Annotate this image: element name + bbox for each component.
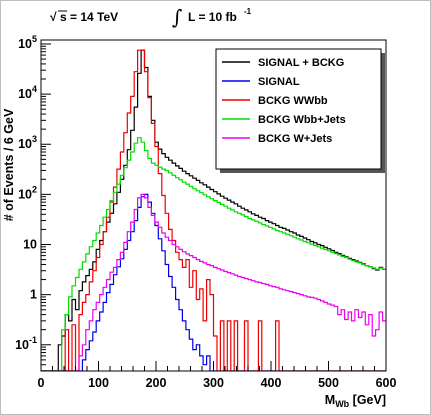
series-line-bckg-wbb-jets [41,137,386,371]
y-tick-label: 10-1 [15,335,37,352]
series-line-signal-bckg [41,49,386,371]
x-axis-title-main: M [325,393,335,407]
x-tick-label: 300 [203,376,224,390]
legend-box [215,48,382,170]
x-tick-label: 600 [376,376,397,390]
legend-label-signal-bckg: SIGNAL + BCKG [258,57,344,69]
y-tick-label: 103 [18,134,37,151]
x-tick-label: 200 [146,376,167,390]
lumi-exponent: -1 [244,7,252,16]
sqrt-symbol: √ [50,10,57,24]
integral-symbol: ∫ [172,5,182,29]
x-tick-label: 400 [261,376,282,390]
legend-label-bckg-w-jets: BCKG W+Jets [258,133,332,145]
x-axis: 0 100 200 300 400 500 600 [38,361,397,390]
x-axis-title-sub: Wb [335,399,349,409]
legend-label-signal: SIGNAL [258,76,300,88]
series-layer [41,49,386,371]
y-tick-label: 10 [23,238,37,252]
y-axis: 10-1 1 10 102 103 104 105 [15,34,51,372]
chart-header: √ s = 14 TeV ∫ L = 10 fb -1 [50,5,252,29]
series-line-bckg-w-jets [41,193,386,371]
x-tick-label: 0 [38,376,45,390]
series-line-bckg-wwbb [41,49,386,371]
y-axis-title: # of Events / 6 GeV [2,108,16,221]
x-axis-title: MWb [GeV] [325,393,386,409]
lumi-label: L = 10 fb [188,10,237,24]
y-tick-label: 102 [18,184,37,201]
y-tick-label: 105 [18,34,37,51]
x-tick-label: 500 [318,376,339,390]
legend-label-bckg-wwbb: BCKG WWbb [258,95,328,107]
legend: SIGNAL + BCKG SIGNAL BCKG WWbb BCKG Wbb+Jet… [215,48,385,173]
energy-label: s = 14 TeV [60,10,118,24]
x-axis-title-unit: [GeV] [349,393,386,407]
legend-label-bckg-wbb-jets: BCKG Wbb+Jets [258,114,346,126]
y-tick-label: 1 [30,288,37,302]
x-tick-label: 100 [88,376,109,390]
y-tick-label: 104 [18,84,37,101]
